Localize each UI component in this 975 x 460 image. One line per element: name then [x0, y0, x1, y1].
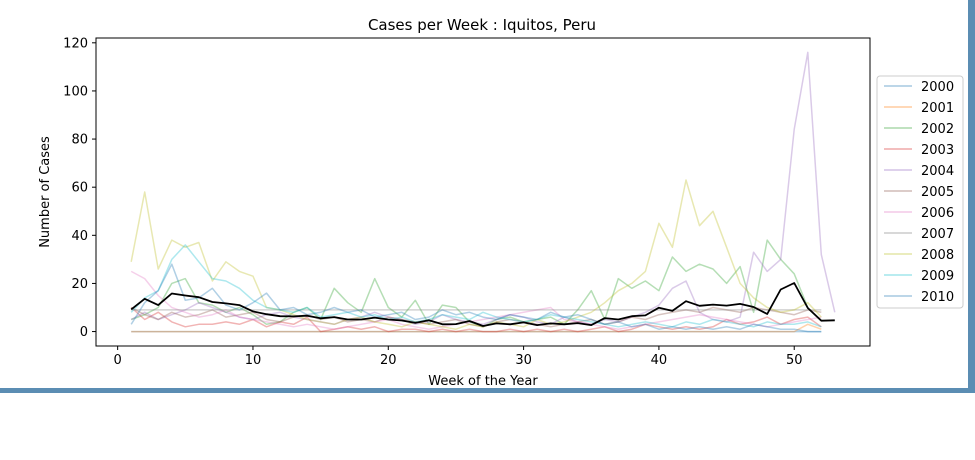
series-2009-line	[130, 244, 822, 328]
series-2008-line	[130, 179, 822, 330]
series-2004-line	[130, 51, 836, 326]
legend-label-2009: 2009	[921, 269, 954, 284]
x-tick-label: 20	[380, 353, 397, 368]
x-tick-label: 0	[114, 353, 122, 368]
series-2003-line	[130, 306, 822, 333]
legend-label-2004: 2004	[921, 164, 954, 179]
y-tick-label: 40	[71, 229, 88, 244]
series-2001-line	[131, 323, 822, 333]
legend-label-2002: 2002	[921, 122, 954, 137]
series-2006-line	[130, 270, 822, 330]
x-tick-label: 30	[515, 353, 532, 368]
axis-ticks: 0 10 20 30 40 50 0 20 40 60 80 100 120	[63, 36, 802, 368]
series-2005-line	[130, 306, 822, 328]
x-axis-label: Week of the Year	[428, 374, 538, 389]
x-tick-label: 50	[786, 353, 803, 368]
chart-title: Cases per Week : Iquitos, Peru	[368, 16, 596, 34]
series-2010-line	[130, 263, 822, 333]
legend-label-2000: 2000	[921, 80, 954, 95]
legend-label-2006: 2006	[921, 206, 954, 221]
y-tick-label: 0	[80, 325, 88, 340]
legend-label-2007: 2007	[921, 227, 954, 242]
y-tick-label: 120	[63, 36, 88, 51]
y-tick-label: 60	[71, 181, 88, 196]
x-tick-label: 10	[245, 353, 262, 368]
y-tick-label: 20	[71, 277, 88, 292]
window-frame-right	[968, 0, 975, 392]
series-layer	[130, 51, 836, 333]
y-tick-label: 100	[63, 84, 88, 99]
legend-label-2003: 2003	[921, 143, 954, 158]
legend-label-2005: 2005	[921, 185, 954, 200]
window-frame-bottom	[0, 388, 975, 393]
legend: 2000 2001 2002 2003 2004 2005 2006 2007 2008 2009…	[876, 75, 964, 309]
y-tick-label: 80	[71, 133, 88, 148]
x-tick-label: 40	[651, 353, 668, 368]
legend-label-2001: 2001	[921, 101, 954, 116]
y-axis-label: Number of Cases	[38, 136, 53, 248]
legend-box	[876, 75, 964, 309]
plot-area	[95, 37, 871, 347]
legend-label-2008: 2008	[921, 248, 954, 263]
series-mean-line	[130, 282, 835, 327]
legend-label-2010: 2010	[921, 290, 954, 305]
